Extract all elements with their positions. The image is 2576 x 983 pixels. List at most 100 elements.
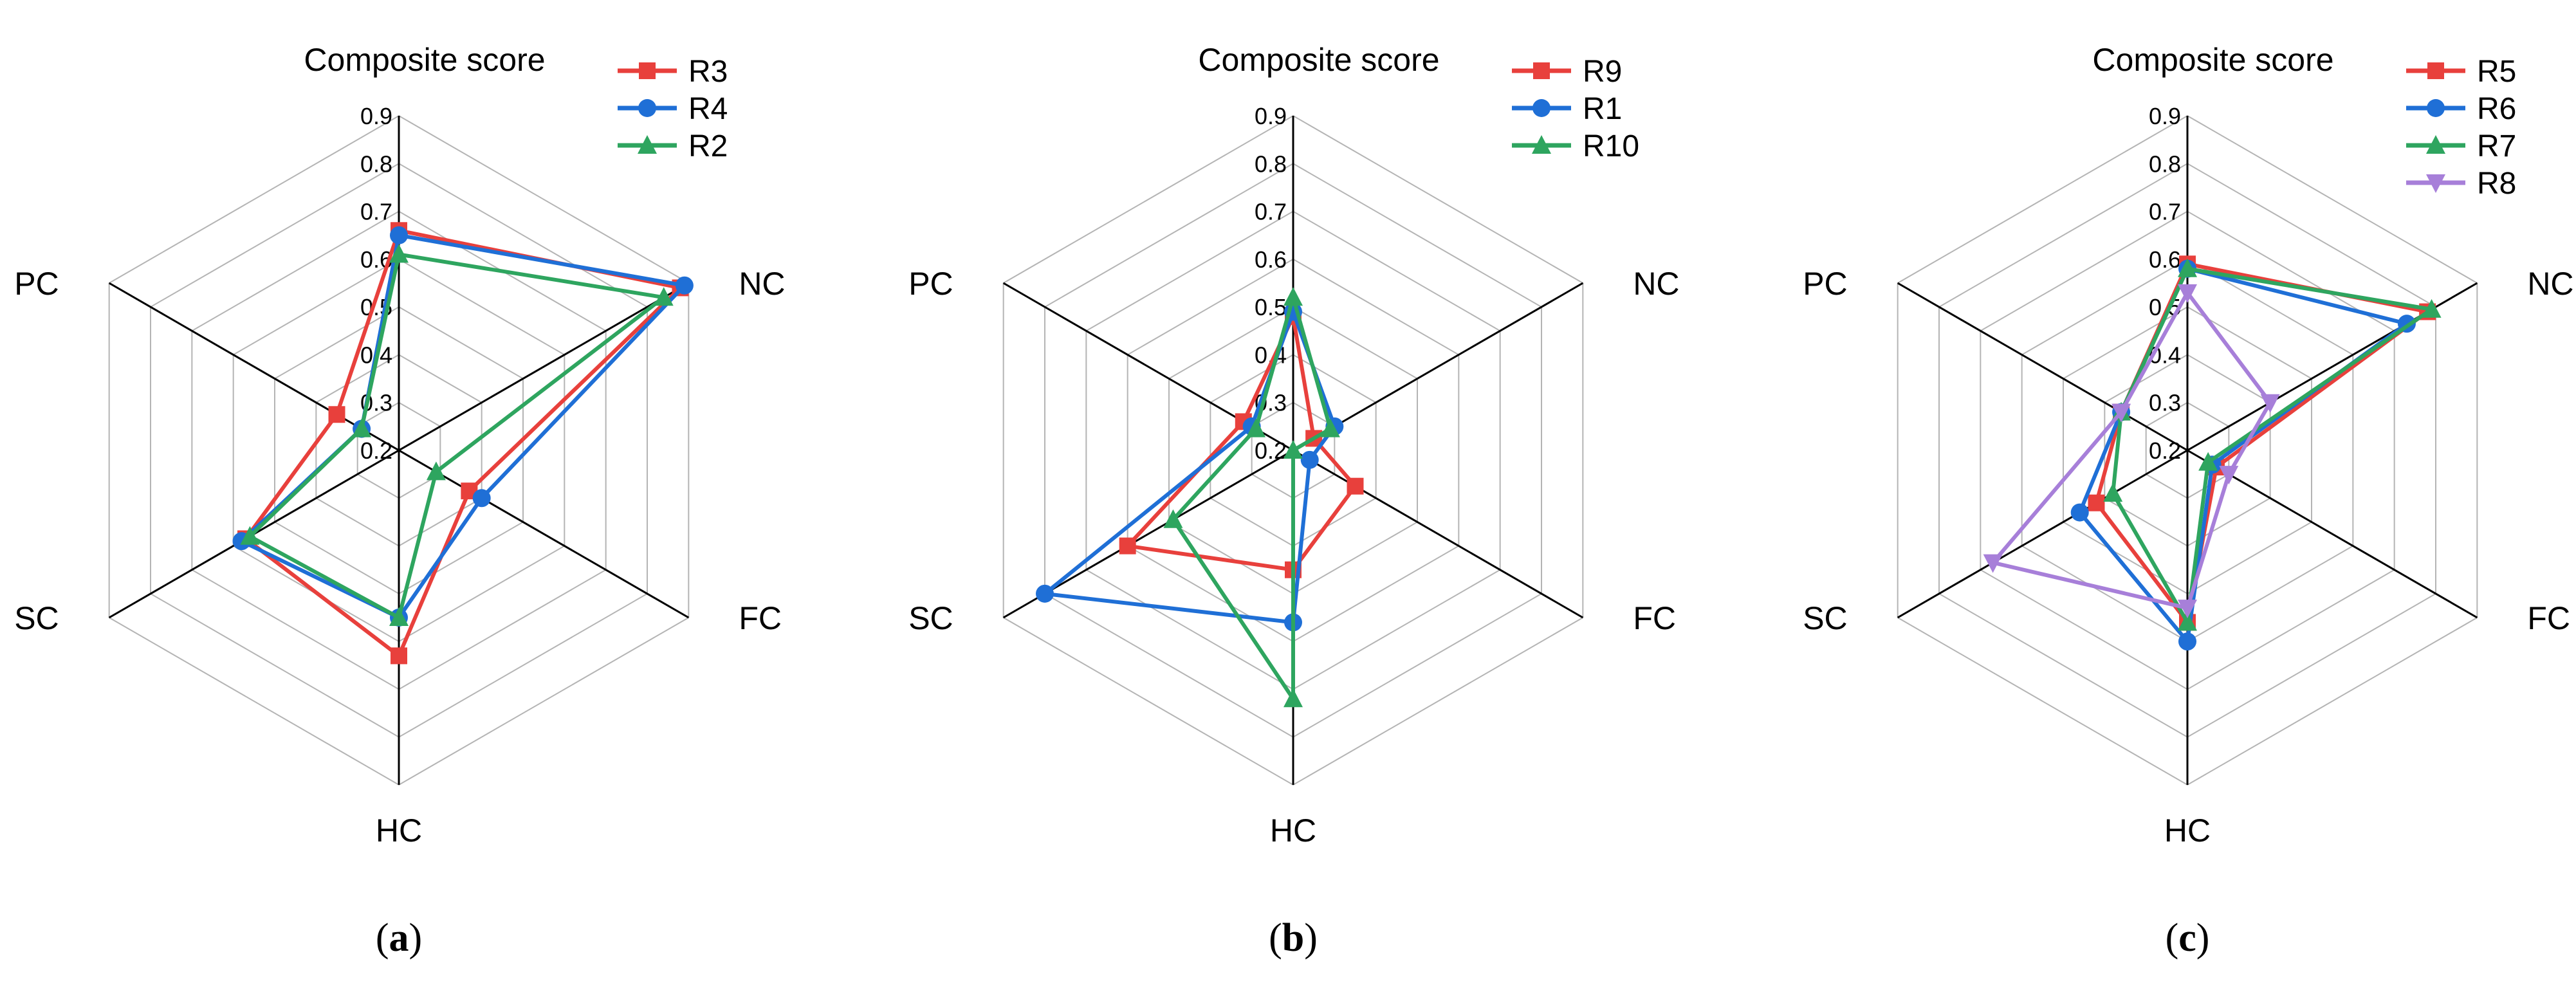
series-line: [2077, 266, 2409, 644]
data-point-fc: [472, 489, 491, 508]
axis-label-fc: FC: [1633, 600, 1676, 636]
data-point-nc: [675, 276, 694, 295]
legend-marker: [1532, 135, 1551, 154]
axis-label-sc: SC: [14, 600, 59, 636]
data-point-hc: [389, 607, 409, 626]
legend-item-r3: R3: [618, 55, 728, 89]
data-point-pc: [328, 406, 345, 423]
data-point-hc: [2178, 600, 2197, 619]
data-point-pc: [1246, 418, 1266, 437]
axis-label-pc: PC: [1803, 266, 1847, 302]
legend-item-r4: R4: [618, 92, 728, 126]
legend-item-r10: R10: [1512, 129, 1639, 163]
data-point-composite: [389, 244, 409, 263]
tick-label: 0.7: [2149, 199, 2181, 225]
axis-label-sc: SC: [1803, 600, 1847, 636]
series-line: [243, 228, 683, 658]
panel-caption: (c): [2166, 916, 2210, 960]
legend-marker: [638, 99, 656, 117]
axis-spoke-fc: [398, 449, 690, 619]
axis-label-fc: FC: [739, 600, 782, 636]
axis-spoke-sc: [1897, 449, 2188, 619]
data-point-sc: [1163, 509, 1183, 528]
tick-label: 0.7: [360, 199, 392, 225]
data-point-sc: [1119, 537, 1136, 555]
legend-marker: [2427, 99, 2445, 117]
tick-label: 0.8: [1255, 151, 1287, 177]
axis-spoke-fc: [2187, 449, 2478, 619]
axis-label-sc: SC: [908, 600, 953, 636]
data-point-composite: [2178, 284, 2197, 303]
data-point-fc: [2219, 466, 2239, 485]
radar-panel-b: 0.20.30.40.50.60.70.80.9NCFCHCSCPCCompos…: [908, 42, 1679, 960]
axis-spoke-fc: [1293, 449, 1584, 619]
data-point-sc: [1036, 584, 1054, 603]
tick-label: 0.8: [360, 151, 392, 177]
legend-label: R2: [688, 129, 728, 163]
data-point-hc: [391, 647, 407, 665]
tick-label: 0.6: [2149, 246, 2181, 273]
legend-label: R4: [688, 92, 728, 126]
data-point-pc: [352, 418, 372, 437]
legend-marker: [639, 62, 656, 79]
legend-label: R10: [1583, 129, 1639, 163]
data-point-composite: [2178, 258, 2197, 277]
legend-item-r8: R8: [2406, 167, 2516, 201]
legend-item-r7: R7: [2406, 129, 2516, 163]
series-r5: [2088, 255, 2436, 631]
data-point-fc: [1283, 440, 1303, 459]
axis-spoke-nc: [398, 282, 690, 452]
data-point-nc: [654, 287, 674, 306]
legend-label: R9: [1583, 55, 1622, 89]
data-point-nc: [2422, 299, 2442, 318]
series-r10: [1163, 287, 1340, 708]
legend-label: R7: [2477, 129, 2516, 163]
data-point-fc: [1347, 477, 1364, 495]
data-point-hc: [2178, 632, 2196, 651]
data-point-composite: [1283, 287, 1303, 306]
legend-item-r6: R6: [2406, 92, 2516, 126]
axis-label-nc: NC: [739, 266, 785, 302]
data-point-fc: [1300, 450, 1319, 469]
data-point-hc: [1283, 688, 1303, 708]
tick-label: 0.7: [1255, 199, 1287, 225]
axis-label-hc: HC: [376, 813, 422, 849]
tick-label: 0.9: [360, 103, 392, 129]
radar-panel-a: 0.20.30.40.50.60.70.80.9NCFCHCSCPCCompos…: [14, 42, 785, 960]
series-r2: [240, 244, 674, 626]
radar-panel-c: 0.20.30.40.50.60.70.80.9NCFCHCSCPCCompos…: [1803, 42, 2573, 960]
legend-label: R1: [1583, 92, 1622, 126]
data-point-hc: [2178, 612, 2197, 631]
legend-item-r1: R1: [1512, 92, 1622, 126]
tick-label: 0.8: [2149, 151, 2181, 177]
chart-title: Composite score: [1198, 42, 1439, 78]
tick-label: 0.2: [360, 437, 392, 464]
axis-spoke-pc: [1897, 282, 2188, 452]
axis-label-nc: NC: [2527, 266, 2573, 302]
legend-label: R5: [2477, 55, 2516, 89]
axis-label-pc: PC: [14, 266, 59, 302]
legend-label: R6: [2477, 92, 2516, 126]
data-point-sc: [2070, 503, 2089, 522]
panel-caption: (a): [376, 916, 422, 960]
chart-title: Composite score: [2092, 42, 2333, 78]
chart-title: Composite score: [304, 42, 545, 78]
data-point-fc: [2198, 452, 2218, 471]
data-point-sc: [1983, 554, 2003, 573]
data-point-fc: [426, 461, 446, 481]
series-r8: [1983, 284, 2280, 619]
tick-label: 0.9: [1255, 103, 1287, 129]
tick-label: 0.3: [2149, 390, 2181, 416]
data-point-nc: [1320, 418, 1340, 437]
legend-item-r9: R9: [1512, 55, 1622, 89]
legend-item-r5: R5: [2406, 55, 2516, 89]
data-point-sc: [2103, 482, 2123, 502]
axis-spoke-pc: [108, 282, 400, 452]
tick-label: 0.2: [2149, 437, 2181, 464]
data-point-sc: [240, 526, 260, 545]
panel-caption: (b): [1269, 916, 1318, 960]
